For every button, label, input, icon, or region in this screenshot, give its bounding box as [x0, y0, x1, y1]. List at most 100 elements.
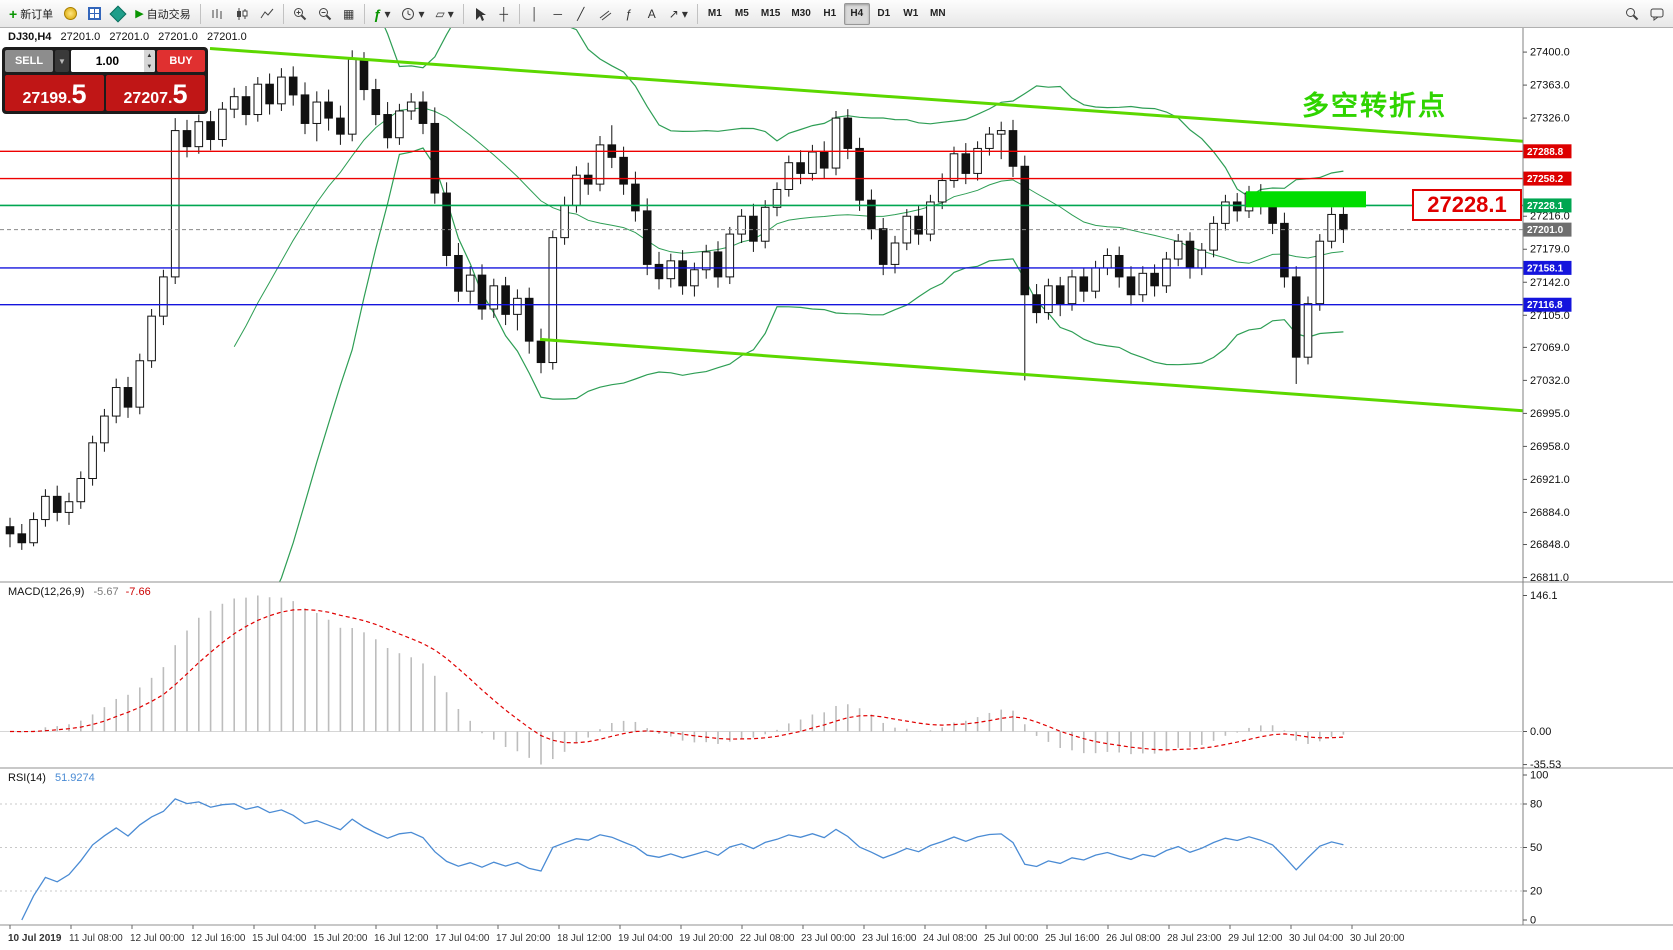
svg-text:27216.0: 27216.0 — [1530, 211, 1570, 223]
chat-button[interactable] — [1645, 3, 1669, 25]
line-chart-icon — [260, 8, 274, 18]
svg-text:27201.0: 27201.0 — [1527, 225, 1564, 236]
low-value: 27201.0 — [158, 31, 198, 43]
trend-channel[interactable] — [209, 47, 1523, 413]
rsi-value: 51.9274 — [54, 772, 95, 784]
close-value: 27201.0 — [206, 31, 247, 43]
data-window-button[interactable] — [83, 3, 106, 25]
macd-name: MACD(12,26,9) — [8, 586, 85, 598]
svg-text:10 Jul 2019: 10 Jul 2019 — [8, 933, 62, 944]
chevron-down-icon: ▾ — [447, 6, 454, 21]
toolbar-separator — [363, 3, 365, 24]
order-type-dropdown[interactable]: ▼ — [55, 50, 69, 72]
sell-button[interactable]: SELL — [5, 50, 53, 72]
svg-text:26 Jul 08:00: 26 Jul 08:00 — [1106, 933, 1161, 944]
trade-panel-top-row: SELL ▼ ▲ ▼ BUY — [5, 50, 205, 72]
new-order-icon: + — [9, 5, 18, 22]
timeframe-h1[interactable]: H1 — [817, 3, 843, 25]
volume-input[interactable] — [71, 50, 144, 72]
toolbar: + 新订单 ▶ 自动交易 ▦ ƒ ▾ ▾ ▱ ▾ ┼ │ ─ ╱ ƒ A ↗ ▾ — [0, 0, 1673, 28]
rsi-levels — [0, 803, 1523, 892]
timeframe-m1[interactable]: M1 — [702, 3, 728, 25]
volume-down-button[interactable]: ▼ — [143, 61, 155, 72]
svg-text:18 Jul 12:00: 18 Jul 12:00 — [557, 933, 612, 944]
horizontal-line-tool[interactable]: ─ — [547, 3, 569, 25]
timeframe-w1[interactable]: W1 — [898, 3, 924, 25]
svg-text:25 Jul 16:00: 25 Jul 16:00 — [1045, 933, 1100, 944]
trade-panel-price-row: 27199. 5 27207. 5 — [5, 75, 205, 111]
svg-text:26995.0: 26995.0 — [1530, 408, 1570, 420]
bar-chart-icon — [212, 8, 222, 19]
new-order-label: 新订单 — [20, 8, 54, 21]
timeframe-d1[interactable]: D1 — [871, 3, 897, 25]
timeframe-h4[interactable]: H4 — [843, 2, 870, 25]
auto-trading-button[interactable]: ▶ 自动交易 — [130, 3, 195, 25]
channel-tool[interactable] — [593, 3, 617, 25]
svg-text:146.1: 146.1 — [1530, 590, 1558, 602]
highlight-rect[interactable] — [1246, 191, 1366, 208]
chart-caption: DJ30,H4 27201.0 27201.0 27201.0 27201.0 — [8, 31, 253, 43]
svg-text:100: 100 — [1530, 770, 1548, 782]
template-icon: ▱ — [435, 6, 445, 21]
svg-text:11 Jul 08:00: 11 Jul 08:00 — [69, 933, 123, 944]
svg-text:50: 50 — [1530, 842, 1542, 854]
search-button[interactable] — [1620, 3, 1644, 25]
text-tool[interactable]: A — [641, 3, 663, 25]
svg-text:30 Jul 04:00: 30 Jul 04:00 — [1289, 933, 1344, 944]
data-window-icon — [88, 7, 102, 20]
horizontal-line-icon: ─ — [553, 6, 563, 21]
svg-text:30 Jul 20:00: 30 Jul 20:00 — [1350, 933, 1405, 944]
cursor-button[interactable] — [468, 3, 492, 25]
price-callout[interactable]: 27228.1 — [1412, 189, 1522, 221]
volume-up-button[interactable]: ▲ — [143, 50, 155, 61]
timeframe-m15[interactable]: M15 — [756, 3, 785, 25]
svg-text:17 Jul 04:00: 17 Jul 04:00 — [435, 933, 490, 944]
timeframe-mn[interactable]: MN — [925, 3, 951, 25]
templates-button[interactable]: ▱ ▾ — [431, 3, 459, 25]
toolbar-separator — [282, 3, 284, 24]
toolbar-separator — [696, 3, 698, 24]
zoom-out-button[interactable] — [313, 3, 337, 25]
periods-button[interactable]: ▾ — [396, 3, 429, 25]
svg-text:27105.0: 27105.0 — [1530, 310, 1570, 322]
crosshair-button[interactable]: ┼ — [493, 3, 515, 25]
indicators-button[interactable]: ƒ ▾ — [369, 3, 396, 25]
time-axis: 10 Jul 2019 11 Jul 08:00 12 Jul 00:00 12 Ju… — [8, 925, 1405, 944]
vertical-line-tool[interactable]: │ — [524, 3, 546, 25]
bar-chart-button[interactable] — [205, 3, 229, 25]
cursor-icon — [475, 7, 486, 21]
one-click-trading-panel: SELL ▼ ▲ ▼ BUY 27199.5 27207.5 — [2, 47, 208, 114]
market-watch-button[interactable] — [59, 3, 82, 25]
search-icon — [1626, 7, 1639, 20]
buy-button[interactable]: BUY — [157, 50, 205, 72]
macd-histogram — [20, 595, 1345, 765]
svg-text:27258.2: 27258.2 — [1527, 174, 1564, 185]
sell-price[interactable]: 27199. 5 — [5, 75, 104, 111]
macd-axis: 146.1 0.00 -35.53 — [1523, 590, 1561, 771]
timeframe-m5[interactable]: M5 — [729, 3, 755, 25]
tile-windows-button[interactable]: ▦ — [338, 3, 360, 25]
line-chart-button[interactable] — [255, 3, 279, 25]
candles-layer — [5, 50, 1348, 550]
navigator-button[interactable] — [107, 3, 129, 25]
candlestick-chart-icon — [236, 7, 248, 20]
toolbar-separator — [199, 3, 201, 24]
fibonacci-tool[interactable]: ƒ — [618, 3, 640, 25]
rsi-name: RSI(14) — [8, 772, 46, 784]
price-axis: 27400.0 27363.0 27326.0 27216.0 27179.0 27142… — [1523, 47, 1570, 584]
zoom-in-button[interactable] — [288, 3, 312, 25]
buy-price[interactable]: 27207. 5 — [106, 75, 205, 111]
trendline-tool[interactable]: ╱ — [570, 3, 592, 25]
macd-main-value: -5.67 — [93, 586, 119, 598]
turning-point-label[interactable]: 多空转折点 — [1302, 91, 1447, 122]
sell-price-main: 27199. — [22, 90, 72, 107]
svg-text:19 Jul 20:00: 19 Jul 20:00 — [679, 933, 734, 944]
timeframe-m30[interactable]: M30 — [786, 3, 815, 25]
candlestick-chart-button[interactable] — [230, 3, 254, 25]
arrow-tool[interactable]: ↗ ▾ — [664, 3, 693, 25]
market-watch-icon — [64, 7, 78, 20]
volume-field: ▲ ▼ — [71, 50, 155, 72]
new-order-button[interactable]: + 新订单 — [4, 3, 58, 25]
